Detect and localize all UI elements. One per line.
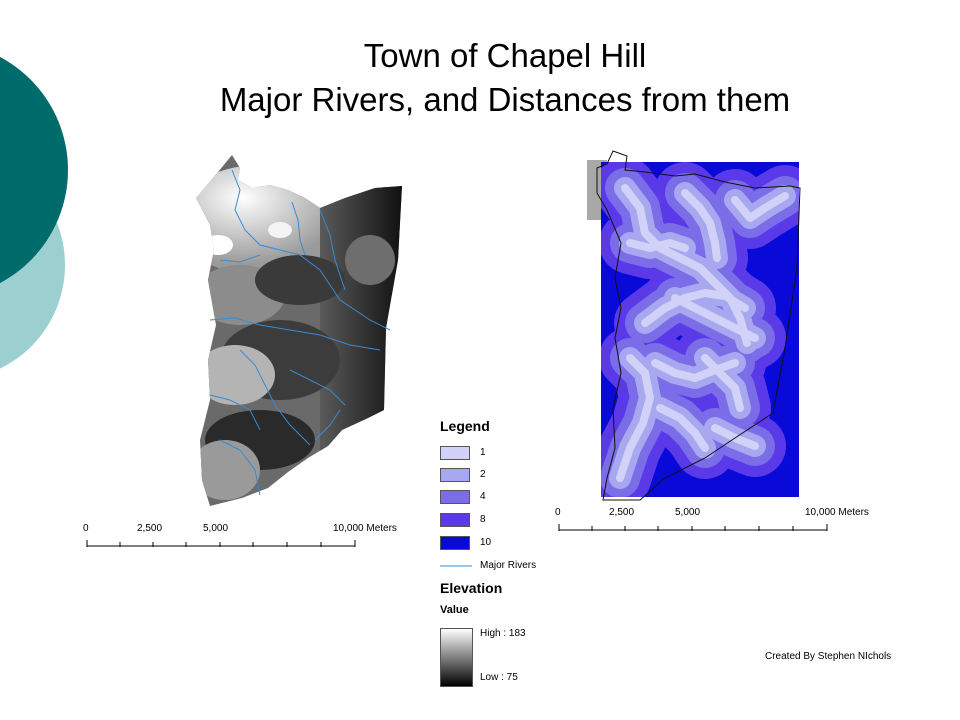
scale-label-0: 0 bbox=[83, 523, 89, 534]
scale-label-5000: 5,000 bbox=[675, 507, 701, 518]
legend-class-label: 8 bbox=[480, 514, 486, 525]
elevation-raster bbox=[196, 155, 402, 506]
legend-title: Legend bbox=[440, 418, 490, 434]
distance-buffer-band bbox=[616, 354, 654, 482]
elevation-gradient-swatch bbox=[440, 628, 473, 687]
legend-class-label: 2 bbox=[480, 469, 486, 480]
distance-buffer-band bbox=[656, 404, 709, 452]
legend-swatch bbox=[440, 536, 470, 550]
elevation-map bbox=[196, 155, 402, 506]
slide-title-line1: Town of Chapel Hill bbox=[363, 37, 647, 74]
legend-class-label: 10 bbox=[480, 537, 492, 548]
decorative-circles bbox=[0, 56, 68, 369]
town-boundary bbox=[596, 150, 801, 501]
scale-bar-ticks bbox=[558, 524, 828, 531]
slide-title-line2: Major Rivers, and Distances from them bbox=[219, 81, 791, 118]
major-rivers bbox=[209, 169, 391, 496]
distance-raster bbox=[601, 162, 799, 497]
river-line-icon bbox=[440, 565, 472, 567]
legend-high-label: High : 183 bbox=[480, 628, 526, 639]
scale-bar-ticks bbox=[86, 540, 356, 547]
distance-map bbox=[587, 150, 801, 501]
scale-label-0: 0 bbox=[555, 507, 561, 518]
slide-decoration bbox=[0, 0, 70, 400]
distance-buffer-band bbox=[641, 289, 749, 327]
legend-swatch bbox=[440, 468, 470, 482]
distance-buffer-band bbox=[626, 239, 689, 252]
distance-buffer-band bbox=[651, 359, 739, 382]
author-credit: Created By Stephen NIchols bbox=[765, 651, 892, 662]
legend-swatch bbox=[440, 490, 470, 504]
legend-swatch bbox=[440, 446, 470, 460]
scale-label-10000: 10,000 Meters bbox=[805, 507, 869, 518]
scale-label-2500: 2,500 bbox=[609, 507, 635, 518]
legend-value-label: Value bbox=[440, 604, 469, 616]
legend-low-label: Low : 75 bbox=[480, 672, 518, 683]
scale-bar-right: 0 2,500 5,000 10,000 Meters bbox=[555, 507, 885, 539]
scale-label-5000: 5,000 bbox=[203, 523, 229, 534]
map-legend: Legend 1 2 4 8 10 Major Rivers Elevation… bbox=[440, 418, 590, 698]
legend-class-label: 1 bbox=[480, 447, 486, 458]
distance-buffer-band bbox=[731, 192, 789, 222]
dark-teal-circle bbox=[0, 56, 68, 284]
distance-buffer-band bbox=[621, 184, 751, 347]
scale-bar-left: 0 2,500 5,000 10,000 Meters bbox=[83, 523, 413, 555]
legend-swatch bbox=[440, 513, 470, 527]
scale-label-10000: 10,000 Meters bbox=[333, 523, 397, 534]
distance-buffer-band bbox=[701, 354, 744, 412]
legend-class-label: 4 bbox=[480, 491, 486, 502]
legend-elevation-title: Elevation bbox=[440, 580, 503, 596]
distance-buffer-band bbox=[671, 294, 759, 342]
distance-buffer-band bbox=[681, 189, 721, 262]
scale-label-2500: 2,500 bbox=[137, 523, 163, 534]
legend-rivers-label: Major Rivers bbox=[480, 560, 537, 571]
